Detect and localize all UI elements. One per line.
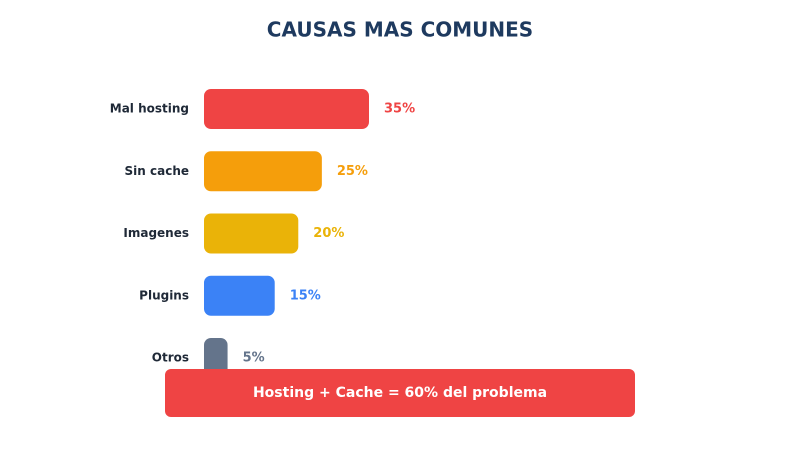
value-label: 25% [337,164,368,179]
bar [204,338,228,378]
bar [204,275,275,316]
category-label: Sin cache [125,164,189,178]
value-label: 20% [313,226,344,241]
category-label: Plugins [139,288,189,302]
annotation-banner [165,369,635,417]
category-label: Otros [152,351,189,365]
category-label: Imagenes [123,226,189,240]
bar [204,89,369,129]
bar [204,151,322,192]
chart-title: CAUSAS MAS COMUNES [267,18,533,42]
value-label: 15% [290,288,321,303]
value-label: 5% [243,351,265,366]
value-label: 35% [384,102,415,117]
bar [204,213,299,254]
category-label: Mal hosting [110,102,189,116]
annotation: Hosting + Cache = 60% del problema [253,385,547,401]
